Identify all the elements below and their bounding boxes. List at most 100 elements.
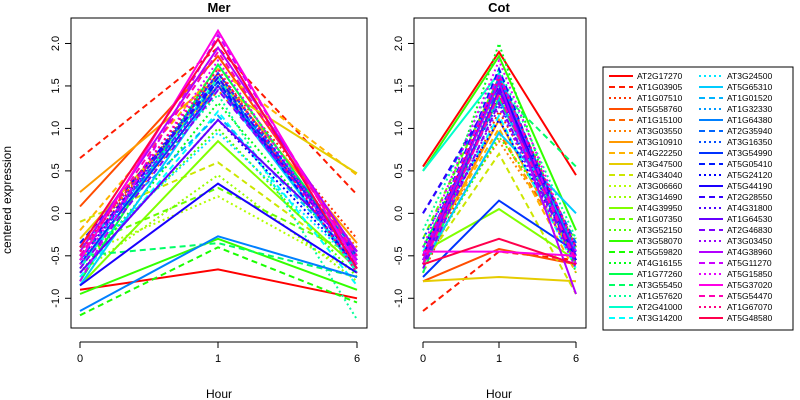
cot-series-line-at1g32330 (422, 83, 577, 261)
cot-y-axis: -1.0 -0.5 0.0 0.5 1.0 1.5 2.0 (393, 36, 415, 308)
legend-label: AT4G38960 (727, 247, 772, 257)
mer-xtick-label: 0 (77, 353, 83, 365)
mer-y-axis: -1.0 -0.5 0.0 0.5 1.0 1.5 2.0 (50, 36, 72, 308)
mer-series-line-at1g07350 (79, 186, 358, 257)
cot-ytick-label: 0.5 (393, 163, 405, 178)
legend-label: AT1G15100 (637, 115, 682, 125)
mer-series-line-at5g15850 (79, 58, 358, 270)
mer-ytick-label: 1.5 (50, 78, 62, 93)
cot-series-line-at4g39950 (422, 207, 577, 261)
legend-label: AT1G07510 (637, 93, 682, 103)
cot-series-lines (422, 40, 577, 312)
legend-label: AT4G16155 (637, 258, 682, 268)
mer-ytick-label: 1.0 (50, 121, 62, 136)
mer-series-line-at1g03905 (79, 46, 358, 196)
cot-series-line-at3g03550 (422, 139, 577, 257)
legend-label: AT2G35940 (727, 126, 772, 136)
y-axis-label: centered expression (0, 146, 14, 254)
mer-series-line-at5g44190 (79, 182, 358, 287)
cot-series-line-at1g07350 (422, 75, 577, 248)
mer-series-line-at5g54470 (79, 50, 358, 257)
cot-series-line-at2g46830 (422, 100, 577, 269)
legend-label: AT4G34040 (637, 170, 682, 180)
legend-label: AT1G67070 (727, 302, 772, 312)
cot-series-line-at4g38960 (422, 78, 577, 295)
mer-series-line-at4g16155 (79, 101, 358, 274)
legend-label: AT1G32330 (727, 104, 772, 114)
legend-label: AT2G46830 (727, 225, 772, 235)
mer-series-line-at3g54990 (79, 84, 358, 265)
mer-series-line-at1g67070 (79, 67, 358, 274)
mer-series-line-at1g07510 (79, 71, 358, 257)
legend-label: AT3G03450 (727, 236, 772, 246)
legend-label: AT3G06660 (637, 181, 682, 191)
mer-series-line-at5g37020 (79, 28, 358, 265)
legend-label: AT5G59820 (637, 247, 682, 257)
panel-cot: Cot Hour -1.0 -0.5 0.0 0.5 1.0 1.5 2.0 0 1 6 (393, 0, 587, 400)
mer-series-line-at5g11270 (79, 33, 358, 282)
cot-ytick-label: 0.0 (393, 206, 405, 221)
mer-series-line-at1g64380 (79, 235, 358, 312)
mer-ytick-label: -0.5 (50, 246, 62, 265)
mer-series-lines (79, 28, 358, 321)
cot-series-line-at1g01520 (422, 96, 577, 257)
panel-cot-xlabel: Hour (486, 387, 512, 400)
mer-ytick-label: -1.0 (50, 289, 62, 308)
mer-series-line-at3g55450 (79, 242, 358, 278)
legend: AT2G17270AT1G03905AT1G07510AT5G58760AT1G… (602, 66, 794, 331)
legend-label: AT2G41000 (637, 302, 682, 312)
mer-ytick-label: 0.0 (50, 206, 62, 221)
legend-box (602, 66, 794, 331)
legend-label: AT5G37020 (727, 280, 772, 290)
legend-label: AT5G05410 (727, 159, 772, 169)
legend-label: AT5G58760 (637, 104, 682, 114)
legend-label: AT4G22250 (637, 148, 682, 158)
mer-series-line-at5g59820 (79, 246, 358, 317)
mer-x-axis: 0 1 6 (77, 341, 360, 365)
cot-x-axis: 0 1 6 (420, 341, 579, 365)
mer-ytick-label: 0.5 (50, 163, 62, 178)
legend-label: AT5G11270 (727, 258, 772, 268)
legend-label: AT1G03905 (637, 82, 682, 92)
legend-label: AT1G57620 (637, 291, 682, 301)
cot-xtick-label: 6 (573, 353, 579, 365)
mer-series-line-at2g46830 (79, 88, 358, 270)
cot-series-line-at5g48580 (422, 237, 577, 266)
cot-series-line-at3g47500 (422, 275, 577, 283)
cot-series-line-at5g65310 (422, 131, 577, 265)
mer-series-line-at5g05410 (79, 80, 358, 270)
legend-label: AT5G48580 (727, 313, 772, 323)
legend-label: AT3G55450 (637, 280, 682, 290)
cot-ytick-label: 1.0 (393, 121, 405, 136)
cot-ytick-label: -1.0 (393, 289, 405, 308)
legend-label: AT3G14690 (637, 192, 682, 202)
legend-label: AT5G65310 (727, 82, 772, 92)
panel-mer-title: Mer (207, 0, 230, 15)
cot-xtick-label: 1 (496, 353, 502, 365)
mer-series-line-at3g24500 (79, 131, 358, 266)
legend-label: AT5G54470 (727, 291, 772, 301)
cot-series-line-at5g37020 (423, 250, 577, 257)
panel-mer-xlabel: Hour (206, 387, 232, 400)
legend-label: AT3G14200 (637, 313, 682, 323)
mer-series-line-at2g17270 (79, 268, 358, 300)
cot-ytick-label: 2.0 (393, 36, 405, 51)
mer-series-line-at1g64530 (79, 118, 358, 274)
mer-series-line-at3g58070 (79, 237, 358, 295)
legend-label: AT4G31800 (727, 203, 772, 213)
mer-series-line-at5g48580 (79, 37, 358, 270)
legend-label: AT1G64380 (727, 115, 772, 125)
legend-label: AT3G52150 (637, 225, 682, 235)
panel-cot-title: Cot (488, 0, 510, 15)
cot-series-line-at4g34040 (422, 151, 577, 295)
mer-series-line-at1g57620 (79, 92, 358, 321)
cot-series-line-at5g58760 (422, 247, 577, 283)
legend-label: AT1G64530 (727, 214, 772, 224)
legend-label: AT1G07350 (637, 214, 682, 224)
cot-ytick-label: 1.5 (393, 78, 405, 93)
legend-label: AT3G10910 (637, 137, 682, 147)
mer-xtick-label: 6 (354, 353, 360, 365)
legend-label: AT5G24120 (727, 170, 772, 180)
cot-series-line-at2g17270 (422, 50, 577, 176)
cot-ytick-label: -0.5 (393, 246, 405, 265)
